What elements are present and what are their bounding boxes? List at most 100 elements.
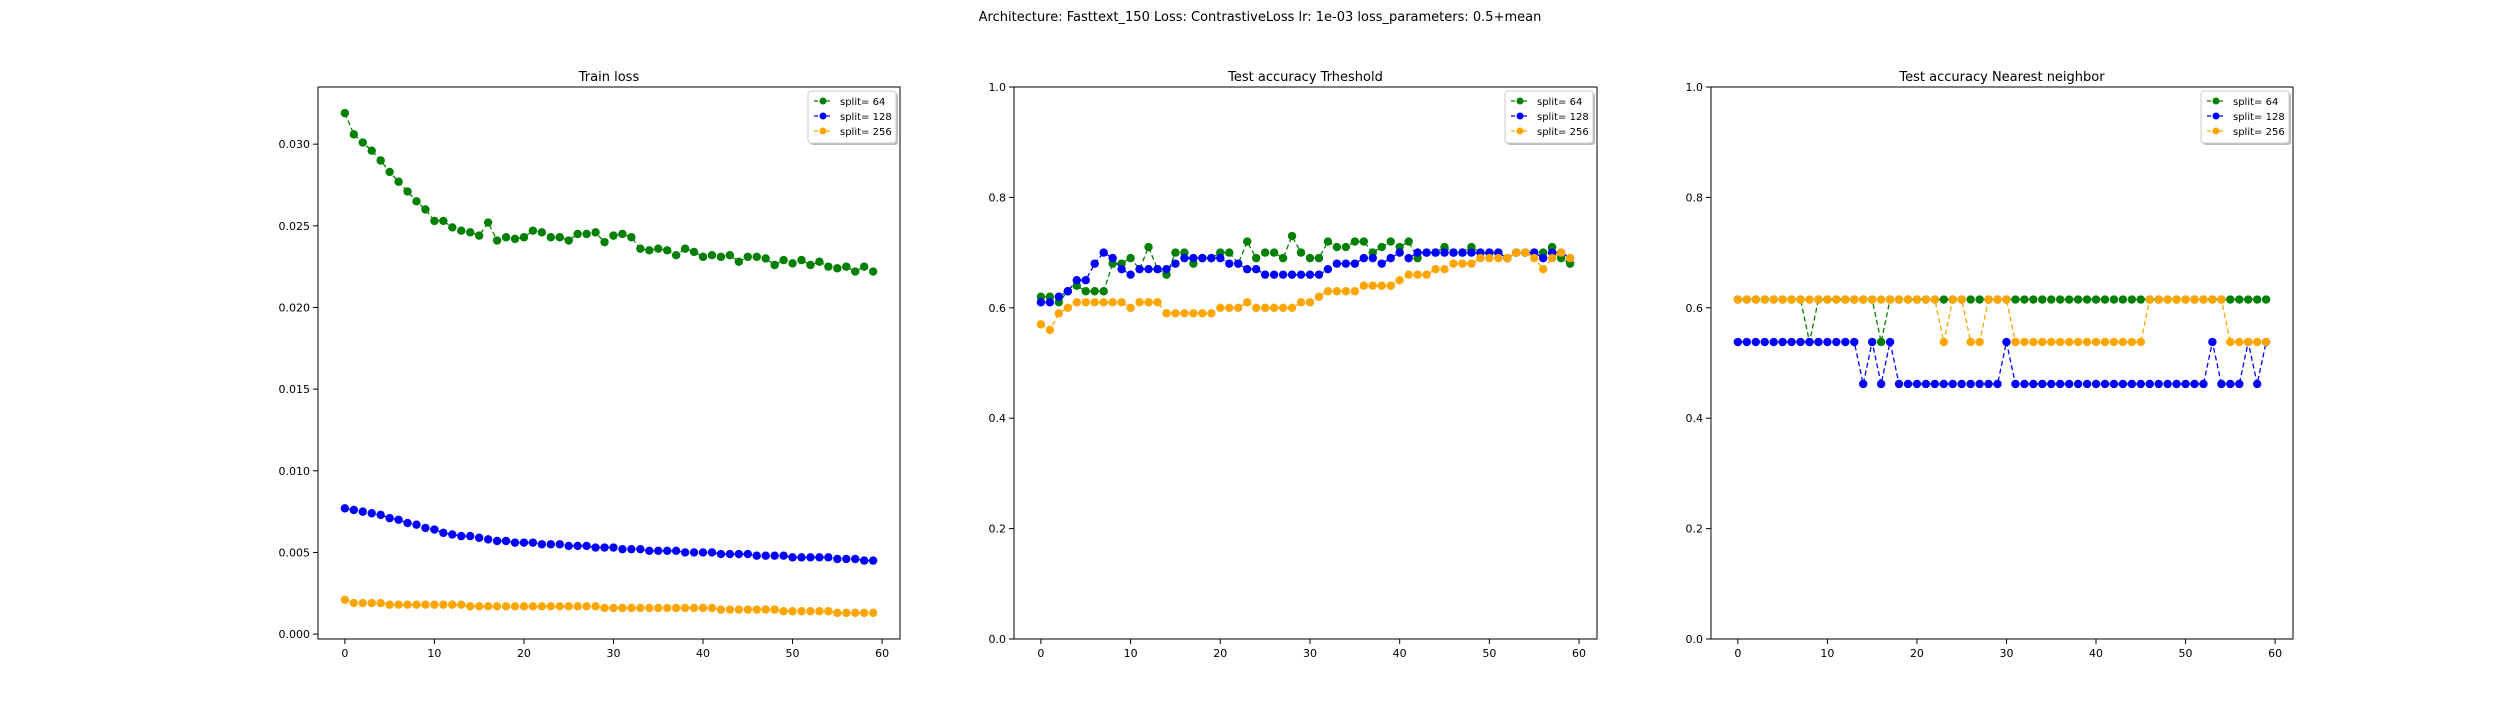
data-point — [2217, 295, 2226, 304]
data-point — [1126, 270, 1135, 279]
x-tick-label: 40 — [1393, 647, 1407, 660]
data-point — [671, 603, 681, 613]
data-point — [1251, 264, 1261, 274]
data-point — [1404, 270, 1413, 279]
data-point — [1332, 287, 1342, 296]
data-point — [1814, 295, 1823, 304]
data-point — [2100, 295, 2110, 304]
data-point — [2190, 295, 2199, 304]
data-point — [2029, 337, 2038, 347]
data-point — [564, 602, 573, 611]
y-tick-label: 0.2 — [1686, 523, 1704, 536]
data-point — [474, 231, 484, 240]
x-tick-label: 0 — [1037, 647, 1044, 660]
data-point — [1144, 242, 1153, 252]
data-point — [806, 553, 815, 562]
data-point — [1377, 281, 1386, 290]
data-point — [421, 205, 430, 214]
data-point — [1814, 337, 1823, 347]
data-point — [1930, 379, 1940, 389]
data-point — [430, 525, 439, 534]
data-point — [1126, 253, 1135, 263]
data-point — [2109, 379, 2119, 389]
data-point — [2038, 379, 2047, 389]
data-point — [1099, 248, 1108, 257]
data-point — [1072, 298, 1081, 307]
data-point — [859, 608, 869, 618]
data-point — [2127, 295, 2137, 304]
data-point — [1063, 287, 1073, 296]
data-point — [1305, 270, 1315, 279]
data-point — [340, 108, 350, 118]
data-point — [2073, 379, 2083, 389]
data-point — [546, 540, 555, 549]
data-point — [1547, 253, 1557, 263]
data-point — [842, 262, 851, 271]
data-point — [1323, 264, 1333, 274]
legend-label: split= 128 — [840, 112, 892, 123]
data-point — [663, 603, 672, 613]
data-point — [2181, 379, 2190, 389]
data-point — [1921, 379, 1931, 389]
data-point — [2118, 337, 2128, 347]
data-point — [2235, 337, 2244, 347]
data-point — [868, 267, 878, 276]
data-point — [492, 602, 502, 611]
data-point — [680, 603, 690, 613]
y-tick-label: 0.8 — [989, 191, 1007, 204]
chart-panel-1: Train loss 0 10 20 30 40 50 60 0.000 0.005 0.010 0.… — [279, 70, 901, 660]
data-point — [761, 605, 770, 614]
data-point — [1440, 248, 1449, 257]
data-point — [752, 605, 761, 614]
legend: split= 64 split= 128 split= 256 — [2200, 90, 2291, 145]
data-point — [555, 602, 564, 611]
chart-panel-2: Test accuracy Trheshold 0 10 20 30 40 50 60 0.0 0… — [989, 70, 1598, 660]
data-point — [1742, 337, 1752, 347]
chart-title: Test accuracy Nearest neighbor — [1898, 70, 2105, 85]
data-point — [573, 229, 582, 239]
data-point — [707, 603, 717, 613]
data-point — [663, 546, 672, 556]
data-point — [1867, 295, 1877, 304]
data-point — [483, 602, 493, 611]
data-point — [1984, 379, 1993, 389]
data-point — [1867, 337, 1877, 347]
data-point — [779, 607, 788, 616]
data-point — [1404, 253, 1413, 263]
data-point — [2020, 337, 2029, 347]
data-point — [376, 598, 385, 608]
data-point — [582, 229, 591, 239]
series-3 — [1036, 248, 1575, 335]
data-point — [2082, 337, 2092, 347]
data-point — [1332, 242, 1342, 252]
data-point — [1171, 259, 1180, 268]
series-line — [1040, 251, 1571, 303]
data-point — [1090, 287, 1099, 296]
data-point — [501, 233, 511, 242]
data-point — [1090, 298, 1099, 307]
y-tick-label: 0.0 — [1686, 633, 1704, 646]
data-point — [2064, 379, 2074, 389]
data-point — [833, 608, 842, 618]
data-point — [815, 553, 824, 562]
data-point — [340, 595, 350, 605]
data-point — [1207, 309, 1216, 318]
y-tick-label: 1.0 — [1686, 81, 1704, 94]
y-tick-label: 0.015 — [279, 383, 311, 396]
legend-label: split= 128 — [1537, 112, 1589, 123]
data-point — [1180, 253, 1189, 263]
series-1 — [1036, 231, 1575, 307]
x-tick-label: 20 — [1910, 647, 1924, 660]
data-point — [510, 538, 520, 547]
data-point — [1939, 337, 1949, 347]
data-point — [555, 233, 564, 242]
data-point — [1314, 292, 1324, 301]
data-point — [734, 605, 744, 614]
data-point — [2047, 337, 2056, 347]
legend: split= 64 split= 128 split= 256 — [807, 90, 898, 145]
data-point — [385, 600, 394, 609]
data-point — [474, 533, 484, 542]
data-point — [439, 528, 448, 538]
data-point — [358, 507, 367, 516]
data-point — [394, 515, 403, 524]
